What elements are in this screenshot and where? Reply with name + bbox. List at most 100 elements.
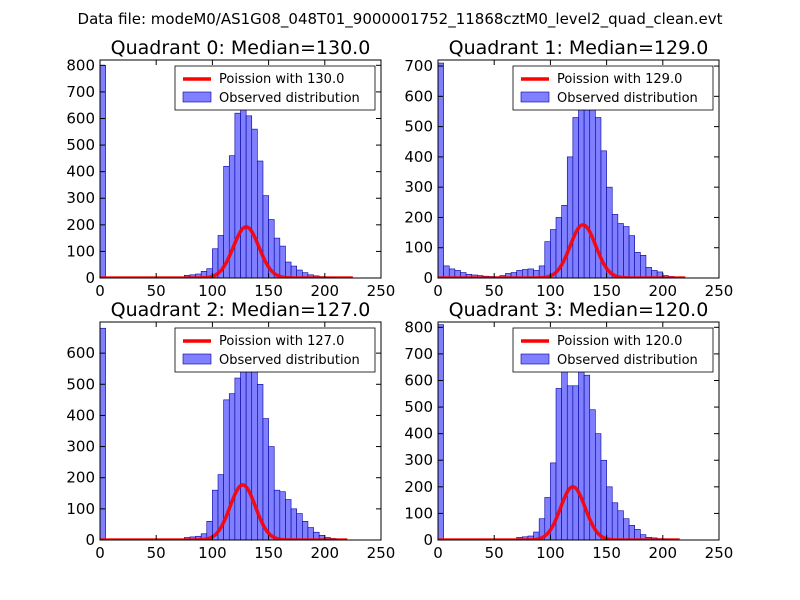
figure-suptitle: Data file: modeM0/AS1G08_048T01_90000017… [78, 10, 723, 29]
quadrant-2-ytick-label-0: 0 [85, 531, 95, 549]
quadrant-3-bar-9 [561, 369, 568, 540]
quadrant-2-ytick-label-5: 500 [66, 375, 95, 393]
quadrant-2-bar-16 [268, 446, 275, 540]
quadrant-1-bar-36 [640, 254, 647, 278]
quadrant-2-bar-23 [307, 527, 314, 540]
quadrant-1-ytick-label-5: 500 [404, 118, 433, 136]
quadrant-0-legend: Poission with 130.0 Observed distribution [174, 65, 376, 111]
quadrant-3-ytick-label-2: 200 [404, 478, 433, 496]
quadrant-3-xtick-label-3: 150 [592, 544, 621, 562]
quadrant-1-ytick-label-7: 700 [404, 57, 433, 75]
quadrant-0-xtick-label-2: 100 [198, 282, 227, 300]
quadrant-3-xtick-label-0: 0 [433, 544, 443, 562]
quadrant-0-ytick-label-2: 200 [66, 216, 95, 234]
quadrant-3-bar-11 [572, 385, 579, 540]
quadrant-0-ytick-label-3: 300 [66, 189, 95, 207]
quadrant-0-ytick-label-4: 400 [66, 163, 95, 181]
quadrant-0-bar-12 [245, 115, 253, 278]
quadrant-3-panel: Quadrant 3: Median=120.0 0 50 100 150 200 250 0… [404, 299, 733, 562]
quadrant-0-ytick-label-1: 100 [66, 242, 95, 260]
quadrant-2-bar-20 [290, 508, 297, 540]
quadrant-3-bar-17 [606, 486, 613, 540]
quadrant-2-legend-line-label: Poission with 127.0 [219, 334, 344, 349]
quadrant-2-bar-11 [240, 359, 247, 540]
quadrant-0-frame [99, 59, 382, 279]
quadrant-3-plot-area [438, 324, 681, 540]
quadrant-2-bar-0 [100, 327, 106, 540]
quadrant-1-xtick-label-5: 250 [705, 282, 734, 300]
quadrant-3-ytick-label-7: 700 [404, 345, 433, 363]
quadrant-2-xtick-label-4: 200 [310, 544, 339, 562]
quadrant-1-legend-bar-swatch [520, 91, 550, 103]
quadrant-0-bar-18 [279, 245, 286, 278]
quadrant-3-ytick-label-0: 0 [423, 531, 433, 549]
quadrant-0-xtick-label-3: 150 [254, 282, 283, 300]
quadrant-2-bar-21 [296, 513, 303, 540]
quadrant-3-xtick-label-5: 250 [705, 544, 734, 562]
quadrant-0-legend-bar-swatch [182, 91, 212, 103]
quadrant-3-frame [437, 321, 720, 541]
quadrant-1-legend: Poission with 129.0 Observed distribution [512, 65, 714, 111]
quadrant-1-title: Quadrant 1: Median=129.0 [449, 37, 709, 59]
quadrant-1-legend-line-label: Poission with 129.0 [557, 72, 682, 87]
quadrant-0-ytick-label-0: 0 [85, 269, 95, 287]
quadrant-1-bar-30 [606, 186, 613, 278]
quadrant-1-xtick-label-4: 200 [648, 282, 677, 300]
quadrant-3-title: Quadrant 3: Median=120.0 [449, 299, 709, 321]
quadrant-0-title: Quadrant 0: Median=130.0 [111, 37, 371, 59]
quadrant-2-ytick-label-4: 400 [66, 406, 95, 424]
quadrant-1-panel: Quadrant 1: Median=129.0 0 50 100 150 200 250 0… [404, 37, 733, 300]
quadrant-2-bar-10 [234, 377, 241, 540]
quadrant-0-bar-19 [285, 261, 292, 278]
quadrant-3-ytick-label-8: 800 [404, 318, 433, 336]
quadrant-1-ytick-label-1: 100 [404, 239, 433, 257]
quadrant-3-bar-21 [628, 525, 636, 540]
quadrant-3-ytick-label-3: 300 [404, 451, 433, 469]
quadrant-0-xtick-label-5: 250 [367, 282, 396, 300]
quadrant-3-legend-bar-label: Observed distribution [557, 353, 698, 368]
quadrant-2-panel: Quadrant 2: Median=127.0 0 50 100 150 200 250 0… [66, 299, 395, 562]
quadrant-3-poisson-curve [438, 485, 681, 540]
quadrant-1-ytick-label-6: 600 [404, 87, 433, 105]
quadrant-3-bar-19 [617, 510, 624, 540]
quadrant-0-bar-13 [251, 128, 258, 278]
quadrant-3-bar-10 [566, 385, 574, 540]
quadrant-1-bar-33 [623, 226, 630, 278]
quadrant-2-xtick-label-3: 150 [254, 544, 283, 562]
quadrant-2-ytick-label-6: 600 [66, 344, 95, 362]
quadrant-1-bar-25 [578, 99, 585, 278]
quadrant-0-poisson-curve [100, 225, 354, 278]
quadrant-1-ytick-label-3: 300 [404, 178, 433, 196]
quadrant-1-bar-35 [634, 251, 641, 278]
quadrant-0-bar-11 [240, 91, 247, 278]
quadrant-3-bar-20 [623, 518, 630, 540]
quadrant-1-bar-19 [544, 241, 551, 278]
quadrant-2-frame [99, 321, 382, 541]
quadrant-2-ytick-label-3: 300 [66, 438, 95, 456]
quadrant-0-ytick-label-5: 500 [66, 136, 95, 154]
quadrant-2-bar-18 [279, 491, 286, 540]
quadrant-1-bar-1 [443, 265, 450, 278]
quadrant-2-legend-box [174, 327, 376, 373]
quadrant-3-bar-18 [611, 502, 619, 540]
quadrant-1-xtick-label-2: 100 [536, 282, 565, 300]
quadrant-0-bar-14 [257, 160, 264, 278]
quadrant-2-ytick-label-2: 200 [66, 469, 95, 487]
quadrant-0-ytick-label-7: 700 [66, 83, 95, 101]
quadrant-2-xtick-label-1: 50 [147, 544, 166, 562]
quadrant-1-bar-24 [572, 117, 579, 278]
quadrant-3-legend-line-label: Poission with 120.0 [557, 334, 682, 349]
quadrant-3-bar-16 [600, 459, 607, 540]
quadrant-1-bar-22 [561, 205, 568, 278]
quadrant-0-ytick-label-8: 800 [66, 56, 95, 74]
quadrant-1-bar-0 [438, 62, 444, 278]
quadrant-0-bar-9 [228, 155, 236, 278]
quadrant-0-ytick-label-6: 600 [66, 109, 95, 127]
quadrant-2-legend-bar-swatch [182, 353, 212, 365]
quadrant-3-ytick-label-4: 400 [404, 425, 433, 443]
quadrant-1-frame [437, 59, 720, 279]
quadrant-1-legend-bar-label: Observed distribution [557, 91, 698, 106]
quadrant-3-ytick-label-1: 100 [404, 504, 433, 522]
quadrant-3-legend-box [512, 327, 714, 373]
